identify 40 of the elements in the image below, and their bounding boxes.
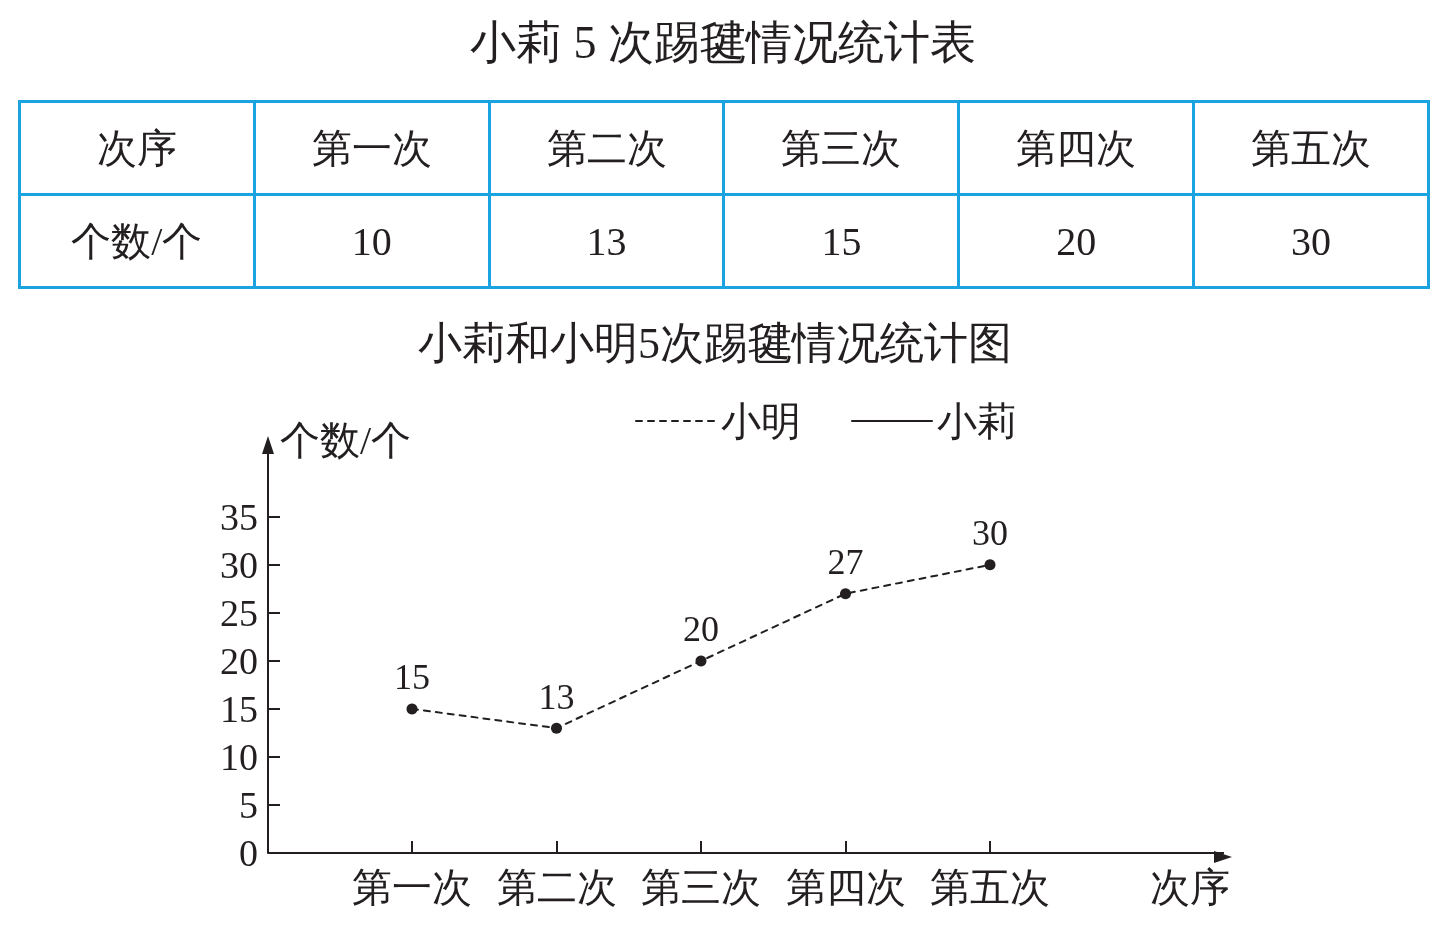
data-label: 20: [683, 609, 719, 650]
text: 个数/个: [19, 194, 255, 288]
category-label: 第二次: [489, 101, 724, 195]
category-label: 第五次: [1193, 101, 1429, 195]
y-tick-label: 10: [220, 735, 258, 778]
point: [840, 588, 851, 600]
x-tick-label: 第三次: [641, 864, 761, 910]
category-label: 第三次: [723, 101, 959, 195]
category-label: 第四次: [958, 101, 1194, 195]
category-label: 第一次: [254, 101, 490, 195]
x-axis-title: 次序: [1150, 864, 1230, 910]
y-axis-title: 个数/个: [280, 417, 412, 463]
text: 次序: [19, 101, 255, 195]
data-label: 30: [972, 513, 1008, 554]
point: [695, 655, 707, 667]
legend-label: 小莉: [937, 398, 1017, 444]
y-tick-label: 20: [220, 639, 258, 682]
chart-title: 小莉和小明5次踢毽情况统计图: [418, 318, 1012, 368]
y-tick-label: 15: [220, 687, 258, 730]
data-label: 30: [1193, 194, 1429, 288]
data-label: 15: [723, 194, 959, 288]
data-label: 13: [489, 194, 724, 288]
y-tick-label: 25: [220, 591, 258, 634]
y-tick-label: 35: [220, 495, 258, 538]
data-label: 15: [394, 657, 430, 698]
x-tick-label: 第五次: [930, 864, 1050, 910]
point: [984, 559, 996, 571]
y-tick-label: 5: [239, 783, 258, 826]
point: [551, 722, 562, 734]
legend-label: 小明: [721, 398, 801, 444]
y-tick-label: 0: [239, 832, 258, 874]
data-label: 20: [958, 194, 1194, 288]
data-label: 13: [538, 676, 575, 717]
x-tick-label: 第一次: [352, 864, 472, 910]
x-tick-label: 第二次: [496, 864, 617, 910]
y-tick-label: 30: [220, 543, 258, 586]
point: [406, 703, 418, 715]
text: 小莉 5 次踢毽情况统计表: [469, 16, 977, 70]
x-tick-label: 第四次: [785, 864, 906, 910]
data-label: 27: [827, 542, 864, 583]
